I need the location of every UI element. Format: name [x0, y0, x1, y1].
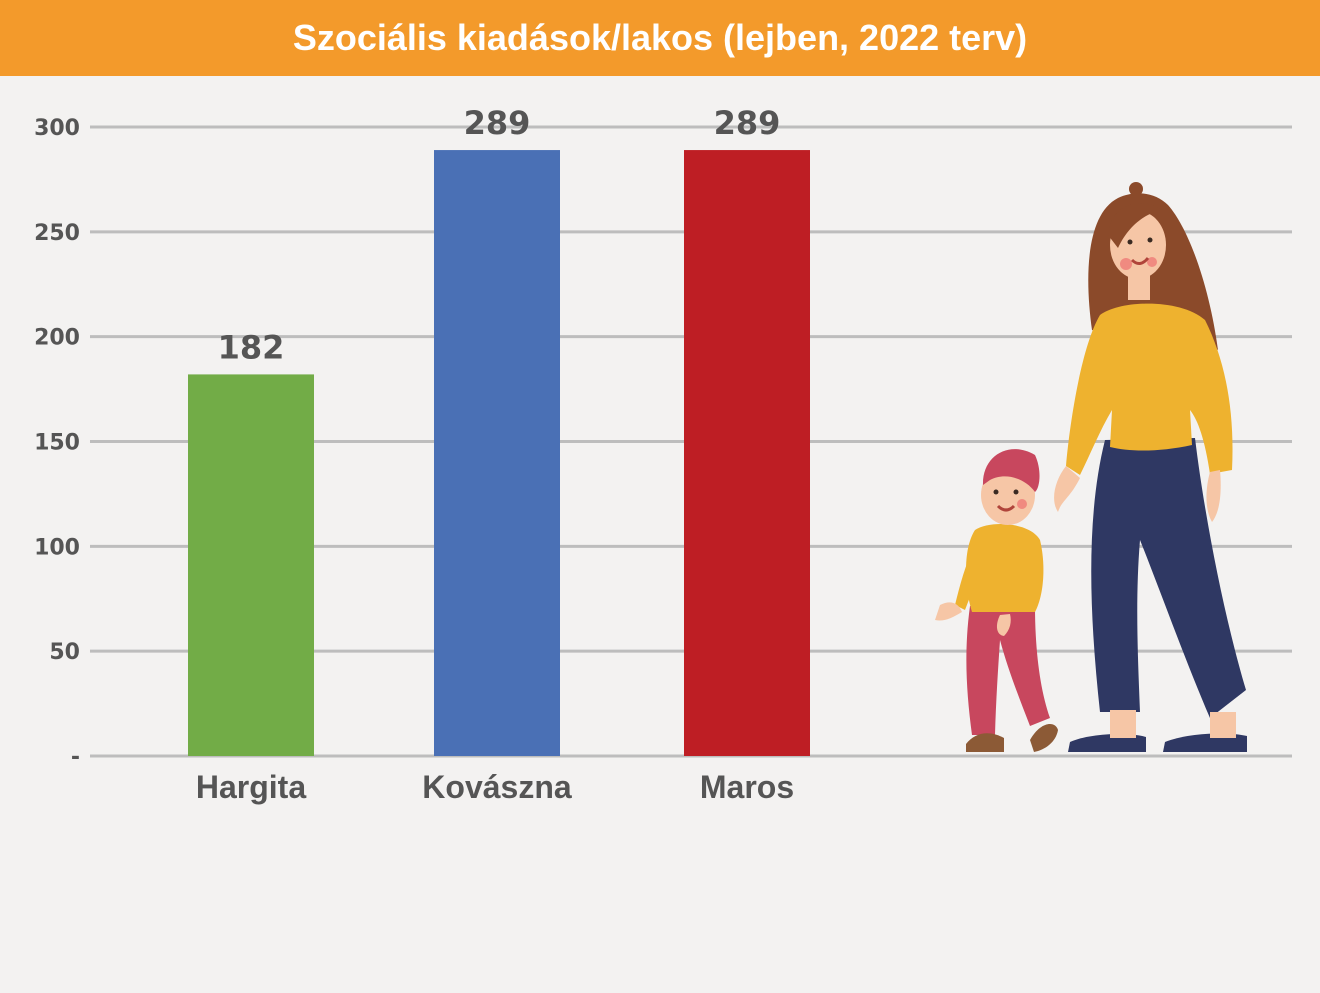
- y-tick-label: 200: [34, 326, 80, 351]
- y-tick-label: 150: [34, 431, 80, 456]
- category-labels: Hargita Kovászna Maros: [196, 769, 794, 805]
- chart-title: Szociális kiadások/lakos (lejben, 2022 t…: [292, 17, 1028, 58]
- y-axis-ticks: - 50 100 150 200 250 300: [34, 116, 80, 770]
- y-tick-label: -: [71, 745, 80, 770]
- y-tick-label: 50: [49, 640, 80, 665]
- bar-kovászna: [434, 150, 560, 756]
- y-tick-label: 100: [34, 535, 80, 560]
- y-tick-label: 250: [34, 221, 80, 246]
- y-tick-label: 300: [34, 116, 80, 141]
- bar-hargita: [188, 374, 314, 756]
- bars: [188, 150, 810, 756]
- value-labels: 182 289 289: [218, 104, 781, 366]
- value-label: 182: [218, 328, 285, 366]
- value-label: 289: [464, 104, 531, 142]
- x-category-label: Hargita: [196, 769, 306, 805]
- mother-figure: [1054, 182, 1247, 752]
- child-figure: [935, 449, 1058, 752]
- mother-and-child-walking-illustration: [935, 182, 1247, 752]
- bar-maros: [684, 150, 810, 756]
- x-category-label: Maros: [700, 769, 794, 805]
- chart-title-bar: Szociális kiadások/lakos (lejben, 2022 t…: [0, 0, 1320, 76]
- x-category-label: Kovászna: [422, 769, 572, 805]
- value-label: 289: [714, 104, 781, 142]
